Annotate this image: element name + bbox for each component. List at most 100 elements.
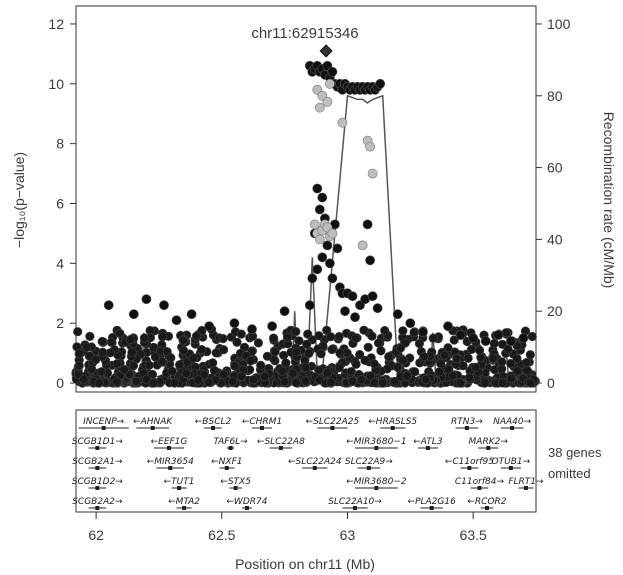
background-variant-point xyxy=(380,326,390,336)
plot-border xyxy=(75,5,537,393)
gene: ←BSCL2 xyxy=(195,417,231,430)
background-variant-point xyxy=(304,348,314,358)
background-variant-point xyxy=(327,344,337,355)
background-variant-point xyxy=(414,338,425,349)
variant-point xyxy=(141,294,152,305)
background-variant-point xyxy=(230,361,240,371)
background-variant-point xyxy=(262,351,273,361)
x-tick-label: 63 xyxy=(340,527,356,543)
variant-point xyxy=(171,315,182,326)
gene: ←CHRM1 xyxy=(242,417,282,430)
background-variant-point xyxy=(434,367,444,377)
background-variant-point xyxy=(316,349,326,359)
background-variant-point xyxy=(181,369,191,379)
background-variant-point xyxy=(449,335,459,345)
gene: ←NXF1 xyxy=(211,457,242,470)
variant-point xyxy=(314,204,325,215)
variant-point xyxy=(417,327,428,338)
background-variant-point xyxy=(188,353,198,363)
variant-point xyxy=(392,309,403,320)
gene-label: SCGB2A1→ xyxy=(72,457,123,467)
background-variant-point xyxy=(301,362,311,372)
gene: SCGB2A1→ xyxy=(72,457,123,470)
background-variant-point xyxy=(288,368,298,379)
gene-label: ←EEF1G xyxy=(151,437,188,447)
gene: ←SLC22A8 xyxy=(257,437,305,450)
background-variant-point xyxy=(193,375,203,385)
background-variant-point xyxy=(219,369,229,380)
background-variant-point xyxy=(253,338,263,348)
background-variant-point xyxy=(73,327,83,337)
points-layer xyxy=(71,44,540,388)
variant-point-low-ld xyxy=(314,234,325,245)
variant-point xyxy=(375,78,386,89)
variant-point xyxy=(405,318,416,329)
lead-snp-marker xyxy=(319,44,333,58)
variant-point xyxy=(247,324,257,335)
background-variant-point xyxy=(439,350,450,360)
background-variant-point xyxy=(448,371,458,381)
y-left-tick-label: 10 xyxy=(48,76,64,92)
background-variant-point xyxy=(90,355,101,365)
background-variant-point xyxy=(208,358,218,368)
background-variant-point xyxy=(139,333,149,343)
background-variant-point xyxy=(175,360,185,370)
gene-exon xyxy=(210,426,215,430)
gene: FLRT1→ xyxy=(508,477,544,490)
gene-exon xyxy=(101,426,106,430)
gene: SCGB1D1→ xyxy=(72,437,123,450)
gene-label: ←MIR3654 xyxy=(147,457,194,467)
variant-point-low-ld xyxy=(324,78,335,89)
variant-point xyxy=(327,66,338,77)
gene-label: NAA40→ xyxy=(493,417,531,427)
gene: SLC22A10→ xyxy=(328,497,382,510)
background-variant-point xyxy=(256,360,266,370)
background-variant-point xyxy=(452,354,462,364)
x-tick-label: 63.5 xyxy=(460,527,487,543)
gene: MARK2→ xyxy=(469,437,509,450)
gene-label: ←MIR3680−1 xyxy=(346,437,406,447)
gene-exon xyxy=(224,466,229,470)
plot-frame xyxy=(75,5,537,513)
background-variant-point xyxy=(270,347,280,357)
gene-exon xyxy=(150,426,155,430)
gene-exon xyxy=(374,446,379,450)
background-variant-point xyxy=(398,355,408,366)
background-variant-point xyxy=(363,342,373,352)
variant-point xyxy=(204,321,215,332)
gene-exon xyxy=(278,446,283,450)
background-variant-point xyxy=(248,375,258,385)
gene-exon xyxy=(477,486,482,490)
gene-label: ←STX5 xyxy=(220,477,251,487)
variant-point xyxy=(128,309,139,320)
background-variant-point xyxy=(373,338,384,348)
gene-exon xyxy=(523,486,528,490)
chart-title: chr11:62915346 xyxy=(251,25,358,42)
gene: ←MIR3680−2 xyxy=(346,477,407,490)
background-variant-point xyxy=(322,368,333,378)
background-variant-point xyxy=(236,329,246,339)
gene: C11orf84→ xyxy=(455,477,504,490)
background-variant-point xyxy=(464,373,474,383)
background-variant-point xyxy=(303,329,313,339)
variant-point xyxy=(312,264,323,275)
background-variant-point xyxy=(488,353,498,363)
variant-point xyxy=(493,330,504,340)
gene: ←TUT1 xyxy=(164,477,195,490)
gene-label: ←TUT1 xyxy=(164,477,195,487)
background-variant-point xyxy=(166,353,176,363)
variant-point xyxy=(468,333,479,343)
background-variant-point xyxy=(144,360,154,370)
variant-point xyxy=(332,243,343,254)
gene-label: ←CHRM1 xyxy=(242,417,282,427)
gene: TAF6L→ xyxy=(213,437,248,450)
y-left-tick-label: 4 xyxy=(56,255,64,271)
background-variant-point xyxy=(506,359,516,369)
gene-label: MARK2→ xyxy=(469,437,509,447)
background-variant-point xyxy=(393,362,403,372)
variant-point-low-ld xyxy=(337,117,348,128)
background-variant-point xyxy=(501,328,511,338)
gene: ←WDR74 xyxy=(226,497,268,510)
gene: SCGB2A2→ xyxy=(72,497,123,510)
gene-label: SCGB1D2→ xyxy=(72,477,124,487)
